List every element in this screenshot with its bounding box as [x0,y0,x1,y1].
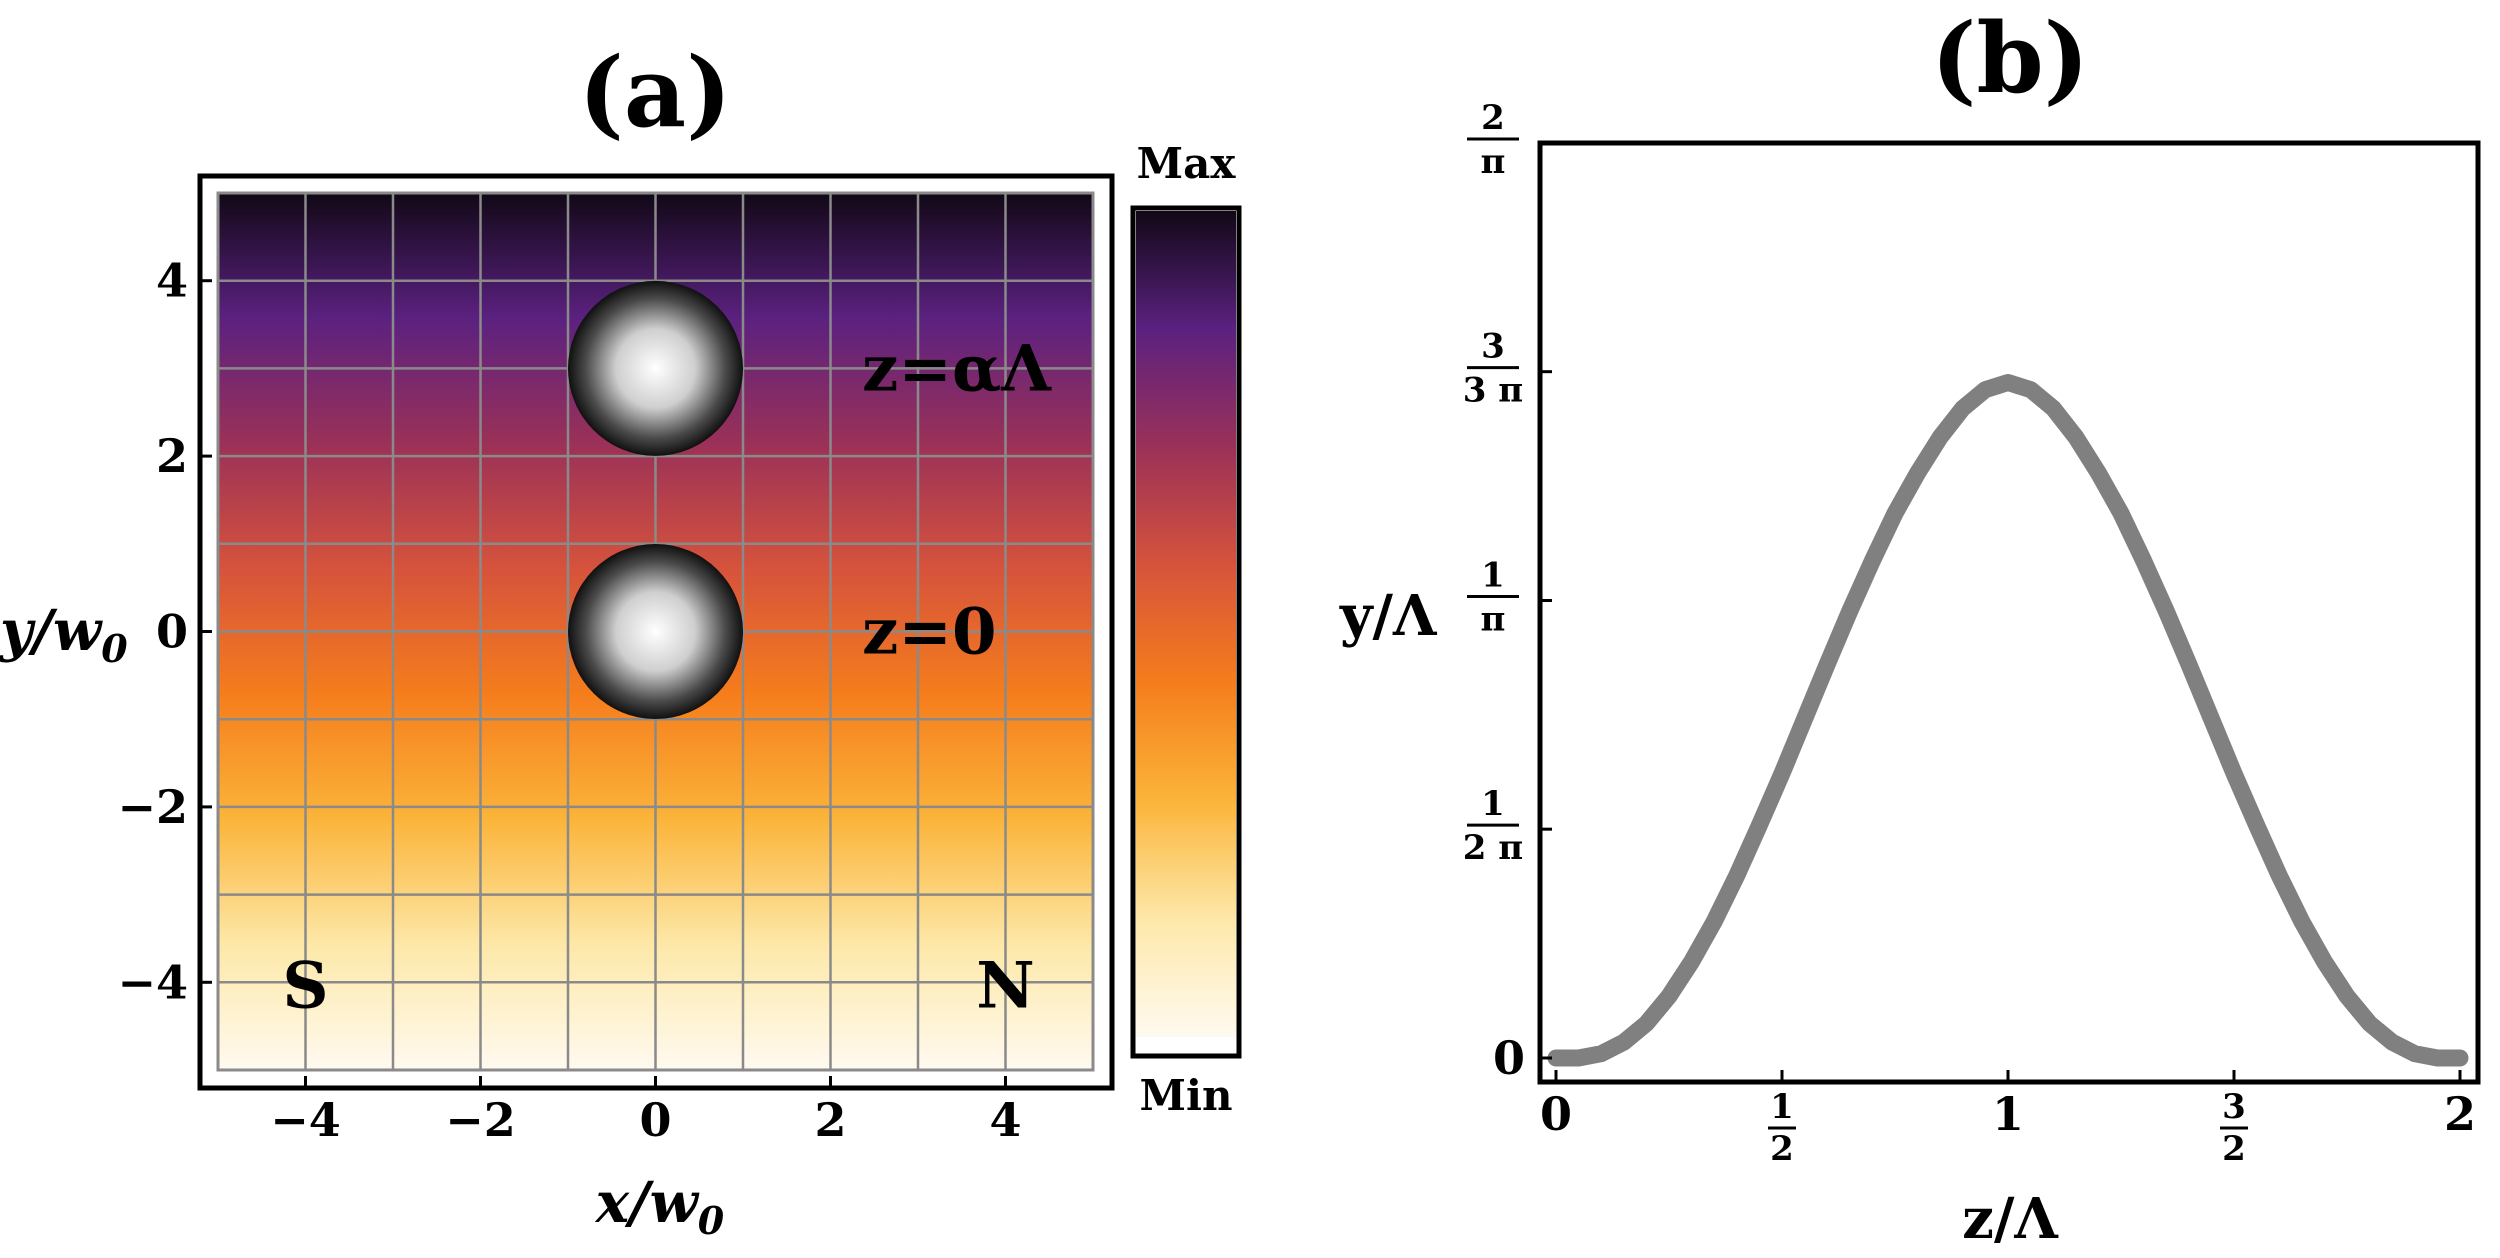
y-tick-label: 2 [156,429,188,483]
beam-spot [568,280,743,456]
y-axis-label: y/Λ [1339,583,1438,649]
panel-a-title: (a) [578,36,731,149]
y-tick-numerator: 3 [1481,327,1505,367]
x-tick-label: −2 [445,1093,516,1147]
series-line [1547,374,2469,1067]
x-tick-denominator: 2 [2222,1129,2246,1169]
x-tick-label: 1 [1992,1087,2024,1141]
y-tick-label: 4 [156,254,188,308]
y-axis-label-sub: 0 [101,626,128,671]
y-tick-numerator: 2 [1481,98,1505,138]
y-axis-label-main: y/w [0,598,103,664]
beam-label: z=0 [862,595,997,670]
y-tick-denominator: 3 π [1463,371,1523,411]
y-tick-label: −2 [117,780,188,834]
x-tick-label: 0 [1540,1087,1572,1141]
y-tick-numerator: 1 [1481,784,1505,824]
colorbar-max-label: Max [1137,139,1237,188]
x-tick-denominator: 2 [1770,1129,1794,1169]
y-tick-numerator: 1 [1481,556,1505,596]
y-tick-label: −4 [117,955,188,1009]
beam-label: z=αΛ [862,331,1052,406]
x-axis-label-main: x/w [595,1170,700,1236]
y-tick-denominator: π [1481,600,1506,640]
x-axis-label-sub: 0 [698,1198,725,1243]
colorbar-min-label: Min [1140,1071,1233,1120]
x-tick-label: 2 [2444,1087,2476,1141]
corner-label: N [976,948,1035,1023]
corner-label: S [282,948,328,1023]
y-tick-denominator: 2 π [1463,828,1523,868]
panel-b-title: (b) [1931,2,2089,115]
plot-frame-b [1537,140,2481,1085]
x-tick-label: 2 [814,1093,846,1147]
x-axis-label: z/Λ [1962,1186,2059,1252]
x-tick-label: 0 [639,1093,671,1147]
x-tick-numerator: 3 [2222,1087,2246,1127]
y-axis-label: y/w0 [0,598,128,671]
y-tick-label: 0 [1493,1031,1525,1085]
y-tick-denominator: π [1481,142,1506,182]
x-axis-label: x/w0 [595,1170,725,1243]
x-tick-label: 4 [989,1093,1021,1147]
colorbar-gradient [1136,211,1236,1037]
x-tick-label: −4 [270,1093,341,1147]
beam-spot [568,544,743,719]
y-tick-label: 0 [156,605,188,659]
x-tick-numerator: 1 [1770,1087,1794,1127]
